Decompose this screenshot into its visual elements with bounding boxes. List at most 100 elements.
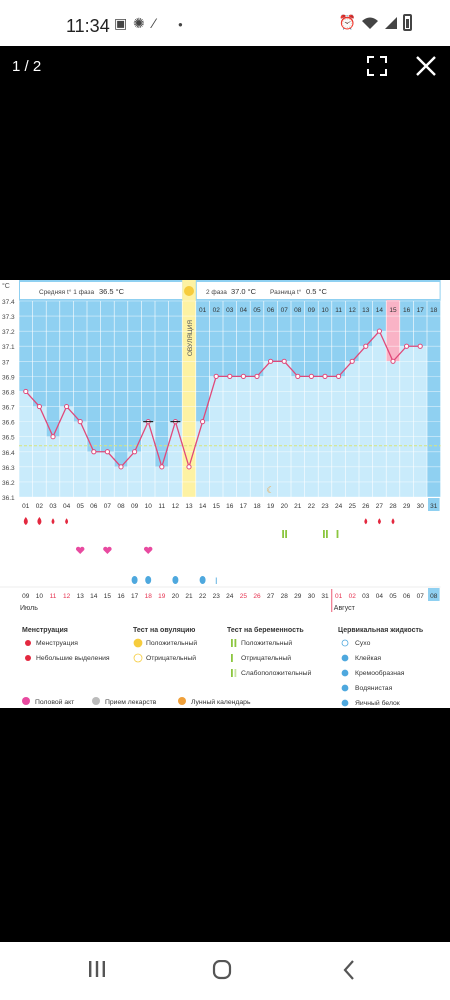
legend-item: Отрицательный [146, 654, 196, 662]
temperature-point-17 [240, 373, 246, 379]
moon-icon: ☾ [267, 485, 275, 495]
temperature-point-29 [404, 343, 410, 349]
wifi-icon [362, 17, 378, 29]
menstruation-drop-icon [65, 518, 69, 525]
phase2-day-label: 10 [321, 307, 329, 314]
date-label: 10 [36, 593, 44, 600]
home-icon[interactable] [212, 960, 232, 980]
cycle-day-label: 22 [308, 503, 316, 510]
temperature-bar-6 [87, 451, 101, 497]
legend-fluid-icon [341, 699, 349, 707]
alarm-icon: ⏰ [338, 14, 356, 30]
legend-item: Отрицательный [241, 654, 291, 662]
phase2-day-label: 06 [267, 307, 275, 314]
legend-item: Положительный [146, 639, 197, 647]
phase2-label: 2 фаза [206, 289, 227, 296]
legend-ovulation-icon [133, 653, 143, 663]
phase2-day-label: 17 [417, 307, 425, 314]
date-label: 27 [267, 593, 275, 600]
y-tick-label: 36.6 [2, 420, 15, 427]
y-tick-label: 37.3 [2, 314, 15, 321]
cycle-day-label: 26 [362, 503, 370, 510]
current-day-highlight [428, 498, 440, 511]
date-label: 23 [213, 593, 221, 600]
date-label: 05 [389, 593, 397, 600]
date-label: 17 [131, 593, 139, 600]
temperature-chart: °C 37.4 37.3 37.2 37.1 37 36.9 36.8 36.7 36.6 36.5… [0, 280, 441, 707]
legend-item: Яичный белок [355, 699, 400, 707]
temperature-point-14 [200, 419, 206, 425]
pregnancy-test-icon [326, 530, 328, 538]
cycle-day-label: 31 [430, 503, 438, 510]
cycle-day-label: 24 [335, 503, 343, 510]
legend-item: Водянистая [355, 685, 393, 692]
temperature-point-19 [268, 358, 274, 364]
y-tick-label: 37.1 [2, 344, 15, 351]
battery-icon [403, 14, 412, 31]
temperature-bar-7 [100, 451, 115, 497]
date-label: 16 [117, 593, 125, 600]
date-label: 12 [63, 593, 71, 600]
legend-title-pregnancy-test: Тест на беременность [227, 626, 304, 634]
y-tick-label: 37.4 [2, 299, 15, 306]
cycle-day-label: 15 [213, 503, 221, 510]
cervical-fluid-icon [172, 576, 179, 584]
cycle-day-label: 18 [253, 503, 261, 510]
cycle-day-label: 29 [403, 503, 411, 510]
temperature-point-30 [417, 343, 423, 349]
y-tick-label: 36.3 [2, 465, 15, 472]
status-bar: 11:34 ▣ ✺ ⁄ ● ⏰ [0, 0, 450, 46]
temperature-bar-5 [73, 421, 87, 497]
legend-title-menstruation: Менструация [22, 627, 68, 634]
pregnancy-test-icon [336, 530, 339, 538]
temperature-bar-12 [168, 421, 183, 497]
y-tick-label: 36.8 [2, 389, 15, 396]
temperature-point-3 [50, 434, 56, 440]
temperature-point-13 [186, 464, 192, 470]
legend-item: Положительный [241, 639, 292, 647]
ovulation-column [182, 280, 196, 497]
y-tick-label: 36.9 [2, 374, 15, 381]
phase2-day-label: 08 [294, 307, 302, 314]
legend-fluid-icon [341, 654, 349, 662]
intercourse-heart-icon [75, 546, 85, 554]
cycle-day-label: 21 [294, 503, 302, 510]
recent-apps-icon[interactable] [88, 960, 106, 978]
pregnancy-test-icon [323, 530, 325, 538]
date-label: 29 [294, 593, 302, 600]
cycle-day-label: 04 [63, 503, 71, 510]
cycle-day-label: 08 [117, 503, 125, 510]
gear-icon: ✺ [133, 15, 145, 31]
phase2-day-label: 11 [335, 307, 342, 314]
phase2-day-label: 18 [430, 307, 438, 314]
month-label-2: Август [334, 605, 356, 612]
date-label: 04 [376, 593, 384, 600]
y-tick-label: 36.5 [2, 435, 15, 442]
legend-drop-icon [25, 640, 31, 646]
phase2-day-label: 01 [199, 307, 207, 314]
temperature-bar-20 [277, 361, 291, 497]
legend-bottom-icon [92, 697, 100, 705]
y-axis-unit: °C [2, 282, 10, 290]
cycle-day-label: 13 [185, 503, 193, 510]
temperature-point-9 [132, 449, 138, 455]
cycle-day-label: 30 [417, 503, 425, 510]
menstruation-drop-icon [377, 518, 381, 525]
legend-fluid-icon [341, 684, 349, 692]
y-tick-label: 36.4 [2, 450, 15, 457]
legend-item: Прием лекарств [105, 699, 157, 706]
phase2-day-label: 05 [253, 307, 261, 314]
close-icon[interactable] [414, 54, 438, 78]
date-label: 31 [321, 593, 329, 600]
date-label: 28 [281, 593, 289, 600]
temperature-point-26 [363, 343, 369, 349]
cycle-day-label: 12 [172, 503, 180, 510]
bbt-chart-image[interactable]: °C 37.4 37.3 37.2 37.1 37 36.9 36.8 36.7 36.6 36.5… [0, 280, 450, 708]
fullscreen-icon[interactable] [367, 56, 387, 76]
empty-day-bar [427, 301, 441, 497]
legend-item: Менструация [36, 640, 78, 647]
pregnancy-test-icon [285, 530, 287, 538]
pregnancy-test-icon [282, 530, 284, 538]
back-icon[interactable] [342, 960, 356, 980]
temperature-bar-25 [345, 361, 359, 497]
